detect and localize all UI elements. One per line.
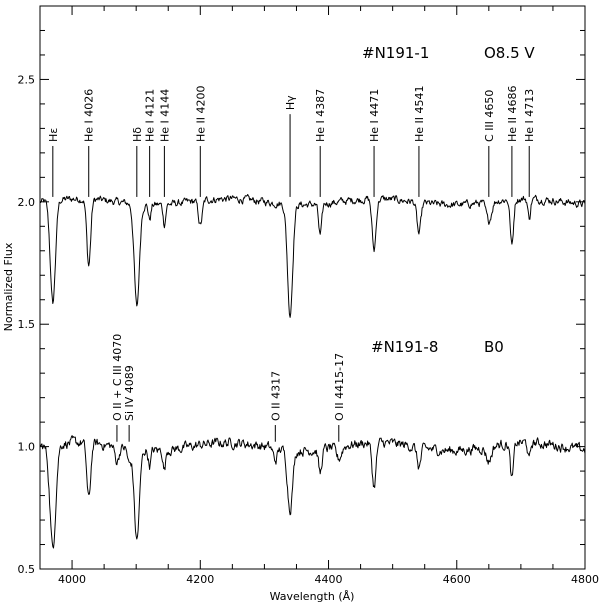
x-tick-label: 4600 bbox=[443, 573, 471, 586]
line-label: O II + C III 4070 bbox=[111, 334, 124, 421]
line-label: He I 4713 bbox=[523, 89, 536, 142]
y-tick-label: 0.5 bbox=[18, 563, 36, 576]
spectrum-series-2 bbox=[39, 435, 586, 549]
line-label: Si IV 4089 bbox=[123, 365, 136, 421]
line-label: He II 4541 bbox=[413, 85, 426, 142]
line-label: Hε bbox=[47, 128, 60, 142]
x-tick-label: 4200 bbox=[186, 573, 214, 586]
y-tick-label: 2.0 bbox=[18, 196, 36, 209]
spectrum-series-1 bbox=[39, 194, 586, 318]
line-label: He I 4026 bbox=[83, 89, 96, 142]
y-tick-label: 1.0 bbox=[18, 441, 36, 454]
x-tick-label: 4400 bbox=[315, 573, 343, 586]
line-label: He II 4200 bbox=[194, 85, 207, 142]
series-1-type: O8.5 V bbox=[484, 44, 535, 62]
line-label: C III 4650 bbox=[483, 90, 496, 142]
line-label: He I 4471 bbox=[368, 89, 381, 142]
line-label: Hδ bbox=[131, 127, 144, 142]
series-2-type: B0 bbox=[484, 338, 504, 356]
line-labels: Hε He I 4026 Hδ He I 4121 He I 4144 He II 420… bbox=[47, 85, 536, 421]
x-tick-label: 4800 bbox=[571, 573, 599, 586]
series-1-name: #N191-1 bbox=[362, 44, 429, 62]
line-label: O II 4415-17 bbox=[333, 353, 346, 421]
plot-frame bbox=[39, 5, 586, 570]
spectra bbox=[39, 194, 586, 549]
line-label: He I 4121 bbox=[144, 89, 157, 142]
line-label: He II 4686 bbox=[506, 85, 519, 142]
line-label: He I 4144 bbox=[158, 89, 171, 142]
line-label: Hγ bbox=[284, 95, 297, 110]
line-label: O II 4317 bbox=[269, 371, 282, 421]
y-tick-label: 2.5 bbox=[18, 73, 36, 86]
line-label: He I 4387 bbox=[314, 89, 327, 142]
y-axis-label: Normalized Flux bbox=[2, 242, 15, 331]
line-markers bbox=[52, 114, 530, 442]
y-tick-label: 1.5 bbox=[18, 318, 36, 331]
x-axis-label: Wavelength (Å) bbox=[270, 590, 355, 603]
series-2-name: #N191-8 bbox=[371, 338, 438, 356]
x-tick-label: 4000 bbox=[58, 573, 86, 586]
